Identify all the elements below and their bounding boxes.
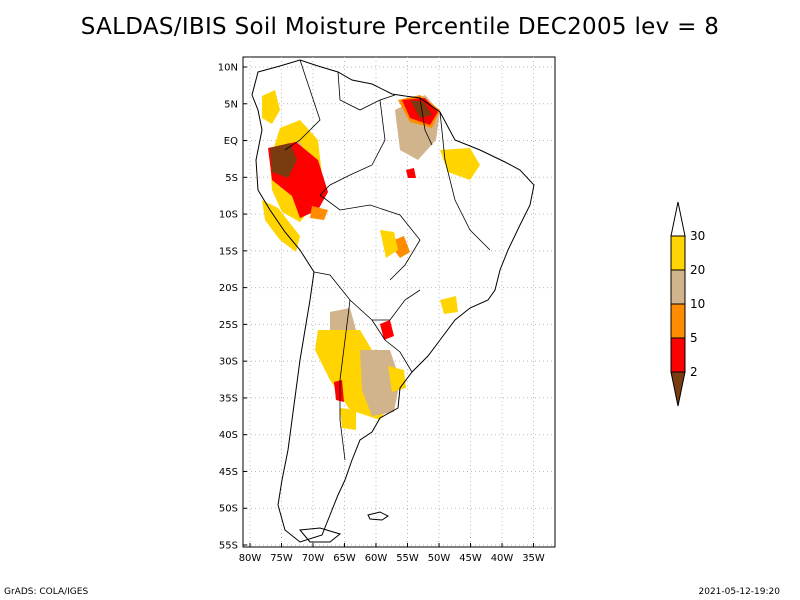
lon-tick-label: 45W <box>459 553 482 564</box>
colorbar-segment <box>670 235 686 271</box>
soil-moisture-shading <box>262 90 480 430</box>
lon-tick-label: 35W <box>522 553 545 564</box>
lon-tick-label: 50W <box>428 553 451 564</box>
plot-frame <box>242 56 556 548</box>
colorbar-label: 10 <box>690 297 705 311</box>
south-america-outline <box>251 59 535 543</box>
lat-tick-label: 55S <box>219 541 238 552</box>
footer-credit: GrADS: COLA/IGES <box>4 587 89 597</box>
lon-tick-label: 60W <box>365 553 388 564</box>
lat-tick-label: 10N <box>218 63 238 74</box>
colorbar-segment <box>670 337 686 373</box>
shade-east-brazil <box>440 296 458 314</box>
longitude-axis: 80W 75W 70W 65W 60W 55W 50W 45W 40W 35W <box>239 543 545 564</box>
latitude-axis: 10N 5N EQ 5S 10S 15S 20S 25S 30S 35S 40S 45S 50S 55S <box>218 63 247 552</box>
shade-amazon-spot <box>406 168 416 178</box>
colorbar-label: 20 <box>690 263 705 277</box>
lon-tick-label: 40W <box>491 553 514 564</box>
lon-tick-label: 55W <box>396 553 419 564</box>
lon-tick-label: 70W <box>302 553 325 564</box>
footer-timestamp: 2021-05-12-19:20 <box>698 587 781 597</box>
falklands-outline <box>367 511 389 521</box>
colorbar-segment <box>670 371 686 407</box>
shade-amazon-yellow <box>440 148 480 180</box>
shade-central-brazil <box>394 236 410 258</box>
lat-tick-label: EQ <box>224 136 238 147</box>
colorbar: 2 5 10 20 30 <box>670 201 705 407</box>
country-borders <box>284 59 491 461</box>
lat-tick-label: 15S <box>219 246 238 257</box>
lon-tick-label: 75W <box>270 553 293 564</box>
lon-tick-label: 65W <box>333 553 356 564</box>
shade-patagonia-yellow <box>340 408 356 430</box>
colorbar-segment <box>670 269 686 305</box>
lat-tick-label: 30S <box>219 357 238 368</box>
lat-tick-label: 50S <box>219 504 238 515</box>
map-title: SALDAS/IBIS Soil Moisture Percentile DEC… <box>80 14 720 40</box>
lat-tick-label: 45S <box>219 467 238 478</box>
shade-guiana-brown <box>410 100 432 118</box>
colorbar-label: 2 <box>690 365 698 379</box>
lat-tick-label: 5S <box>225 173 238 184</box>
shade-colombia-yellow <box>262 90 280 124</box>
colorbar-label: 5 <box>690 331 698 345</box>
shade-peru-brown <box>270 143 297 178</box>
tierra-del-fuego-outline <box>299 527 342 543</box>
colorbar-label: 30 <box>690 229 705 243</box>
shade-paraguay-red <box>380 320 394 340</box>
shade-central-yellow <box>380 230 398 258</box>
colorbar-segment <box>670 303 686 339</box>
lon-tick-label: 80W <box>239 553 262 564</box>
shade-peru-orange <box>310 206 328 220</box>
lat-tick-label: 40S <box>219 430 238 441</box>
lat-tick-label: 25S <box>219 320 238 331</box>
lat-tick-label: 20S <box>219 283 238 294</box>
lat-tick-label: 10S <box>219 210 238 221</box>
lat-tick-label: 35S <box>219 393 238 404</box>
shade-pampas-red <box>334 380 344 402</box>
lat-tick-label: 5N <box>224 99 238 110</box>
colorbar-segment <box>670 201 686 237</box>
